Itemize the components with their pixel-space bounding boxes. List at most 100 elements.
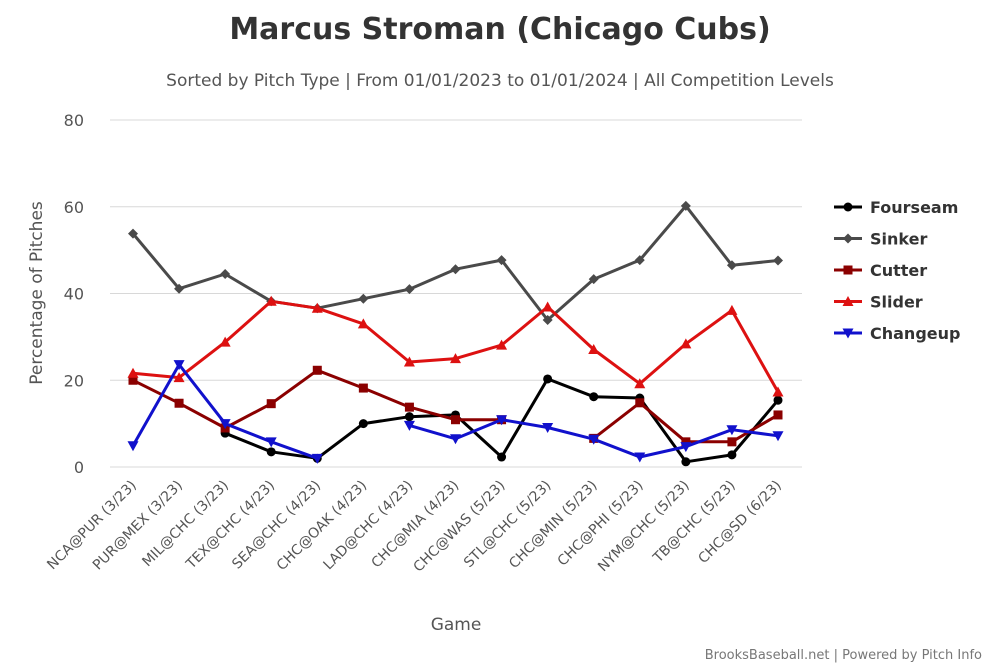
data-point-cutter bbox=[404, 402, 414, 412]
data-point-sinker bbox=[634, 255, 645, 266]
legend-label: Changeup bbox=[870, 324, 960, 343]
data-point-sinker bbox=[680, 200, 691, 211]
y-tick-label: 20 bbox=[64, 371, 84, 390]
data-point-cutter bbox=[312, 365, 322, 375]
data-point-cutter bbox=[128, 375, 138, 385]
data-point-slider bbox=[542, 301, 554, 312]
x-tick-label: CHC@MIA (4/23) bbox=[369, 478, 463, 572]
data-point-fourseam bbox=[266, 447, 276, 457]
legend-item-sinker: Sinker bbox=[834, 230, 927, 249]
series-line-sinker bbox=[131, 204, 780, 322]
legend-item-changeup: Changeup bbox=[834, 324, 960, 343]
data-point-changeup bbox=[496, 415, 508, 426]
data-point-sinker bbox=[542, 314, 553, 325]
data-point-slider bbox=[219, 336, 231, 347]
data-point-slider bbox=[265, 295, 277, 306]
data-point-changeup bbox=[127, 441, 139, 452]
data-point-changeup bbox=[634, 452, 646, 463]
data-point-fourseam bbox=[727, 450, 737, 460]
data-point-slider bbox=[357, 318, 369, 329]
data-point-sinker bbox=[220, 268, 231, 279]
data-point-cutter bbox=[174, 398, 184, 408]
legend-swatch-marker bbox=[843, 265, 853, 275]
data-point-changeup bbox=[450, 434, 461, 445]
y-tick-label: 0 bbox=[74, 458, 84, 477]
credit-text: BrooksBaseball.net | Powered by Pitch In… bbox=[705, 648, 982, 663]
data-point-slider bbox=[403, 356, 415, 367]
data-point-slider bbox=[726, 304, 738, 315]
x-tick-label: CHC@SD (6/23) bbox=[695, 478, 784, 567]
x-axis: NCA@PUR (3/23)PUR@MEX (3/23)MIL@CHC (3/2… bbox=[44, 478, 785, 576]
data-point-slider bbox=[588, 343, 600, 354]
data-point-sinker bbox=[450, 264, 461, 275]
x-tick-label: SEA@CHC (4/23) bbox=[229, 478, 324, 573]
data-point-slider bbox=[680, 338, 692, 349]
series-changeup bbox=[127, 360, 784, 464]
data-point-slider bbox=[772, 386, 784, 397]
series-sinker bbox=[128, 200, 783, 325]
data-point-cutter bbox=[266, 399, 276, 409]
data-point-changeup bbox=[772, 431, 784, 442]
data-point-sinker bbox=[588, 274, 599, 285]
data-point-fourseam bbox=[589, 392, 599, 402]
data-point-fourseam bbox=[773, 395, 783, 405]
data-point-fourseam bbox=[358, 419, 368, 429]
y-tick-label: 60 bbox=[64, 198, 84, 217]
data-point-slider bbox=[127, 367, 139, 378]
data-point-cutter bbox=[358, 383, 368, 393]
data-point-changeup bbox=[726, 425, 738, 436]
data-point-sinker bbox=[773, 255, 783, 266]
data-point-sinker bbox=[358, 293, 369, 304]
y-axis-title: Percentage of Pitches bbox=[27, 201, 47, 385]
series-line-slider bbox=[131, 299, 780, 394]
data-point-fourseam bbox=[404, 412, 414, 422]
data-point-slider bbox=[634, 378, 646, 389]
y-axis: 0 20 40 60 80 bbox=[64, 111, 84, 477]
data-point-cutter bbox=[773, 410, 783, 420]
chart-subtitle: Sorted by Pitch Type | From 01/01/2023 t… bbox=[166, 71, 834, 91]
data-point-sinker bbox=[128, 228, 138, 239]
y-tick-label: 40 bbox=[64, 285, 84, 304]
x-tick-label: CHC@PHI (5/23) bbox=[555, 478, 647, 570]
data-point-fourseam bbox=[497, 452, 507, 462]
data-point-fourseam bbox=[543, 374, 553, 384]
legend-swatch-marker bbox=[843, 202, 853, 212]
data-point-fourseam bbox=[681, 457, 691, 467]
series-line-cutter bbox=[131, 368, 780, 444]
data-point-cutter bbox=[681, 437, 691, 447]
data-point-cutter bbox=[727, 437, 737, 447]
legend-item-cutter: Cutter bbox=[834, 261, 927, 280]
chart-title: Marcus Stroman (Chicago Cubs) bbox=[229, 12, 770, 47]
x-axis-title: Game bbox=[431, 615, 482, 635]
series-slider bbox=[127, 295, 784, 397]
data-point-changeup bbox=[403, 420, 415, 431]
data-point-cutter bbox=[451, 415, 460, 425]
legend-swatch-marker bbox=[843, 233, 853, 244]
data-point-cutter bbox=[635, 398, 645, 408]
data-point-slider bbox=[173, 372, 185, 383]
plot-area bbox=[127, 200, 784, 467]
data-point-slider bbox=[450, 353, 461, 364]
legend-label: Sinker bbox=[870, 230, 927, 249]
legend-swatch-marker bbox=[842, 328, 854, 339]
data-point-sinker bbox=[496, 255, 507, 266]
legend: Fourseam Sinker Cutter Slider Changeup bbox=[834, 198, 960, 343]
legend-item-slider: Slider bbox=[834, 293, 923, 312]
x-tick-label: CHC@MIN (5/23) bbox=[506, 478, 600, 572]
legend-label: Slider bbox=[870, 293, 923, 312]
data-point-changeup bbox=[680, 442, 692, 453]
data-point-changeup bbox=[542, 423, 554, 434]
data-point-changeup bbox=[265, 437, 277, 448]
data-point-changeup bbox=[311, 453, 323, 464]
data-point-slider bbox=[311, 302, 323, 313]
data-point-sinker bbox=[726, 260, 737, 271]
legend-swatch-marker bbox=[842, 296, 854, 306]
x-tick-label: TB@CHC (5/23) bbox=[650, 478, 739, 567]
x-tick-label: MIL@CHC (3/23) bbox=[139, 478, 232, 571]
data-point-sinker bbox=[174, 283, 185, 294]
data-point-changeup bbox=[173, 360, 185, 371]
data-point-sinker bbox=[404, 284, 415, 295]
legend-label: Fourseam bbox=[870, 198, 958, 217]
legend-item-fourseam: Fourseam bbox=[834, 198, 958, 217]
